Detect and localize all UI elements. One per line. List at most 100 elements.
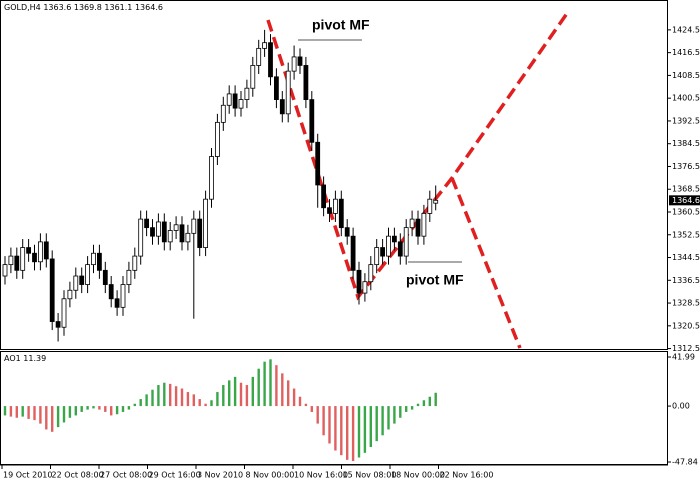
candle-body bbox=[368, 264, 374, 283]
ao-bar bbox=[163, 382, 166, 407]
y-tick-label: 1328.5 bbox=[672, 299, 700, 308]
trend-lines bbox=[266, 10, 570, 349]
candle-body bbox=[315, 141, 321, 186]
candle-body bbox=[191, 218, 197, 234]
candle-body bbox=[20, 247, 26, 271]
candle-body bbox=[344, 227, 350, 237]
ao-bar bbox=[216, 392, 219, 407]
ao-bar bbox=[115, 406, 119, 415]
last-high: 1369.8 bbox=[74, 3, 102, 12]
ao-bar bbox=[251, 376, 254, 407]
candle-body bbox=[126, 269, 132, 285]
x-tick-label: 22 Oct 08:00 bbox=[52, 471, 104, 480]
last-open: 1363.6 bbox=[43, 3, 71, 12]
x-tick-label: 10 Nov 16:00 bbox=[294, 471, 348, 480]
ao-bar bbox=[369, 406, 372, 447]
candle-body bbox=[232, 93, 238, 109]
ao-bar bbox=[357, 406, 361, 458]
candle-body bbox=[49, 258, 55, 322]
ao-bar bbox=[239, 382, 243, 407]
candle-body bbox=[91, 252, 96, 266]
candle-body bbox=[291, 56, 297, 72]
ao-bar bbox=[151, 389, 154, 407]
candle-body bbox=[26, 247, 32, 254]
candle-body bbox=[433, 199, 439, 204]
last-low: 1361.1 bbox=[104, 3, 132, 12]
y-tick-label: 1368.5 bbox=[672, 185, 700, 194]
candle-body bbox=[73, 275, 79, 291]
header: GOLD,H4 1363.6 1369.8 1361.1 1364.6 bbox=[4, 3, 163, 12]
candle-body bbox=[403, 227, 409, 257]
ao-bar bbox=[245, 385, 249, 407]
ao-bar bbox=[334, 406, 337, 451]
candle-body bbox=[114, 298, 120, 308]
candle-body bbox=[132, 255, 138, 271]
price-box bbox=[669, 195, 700, 206]
candle-body bbox=[421, 213, 427, 237]
current-price: 1364.6 bbox=[672, 196, 700, 205]
y-tick-label: 1312.5 bbox=[672, 344, 700, 353]
last-close: 1364.6 bbox=[135, 3, 163, 12]
ao-bar bbox=[233, 376, 237, 407]
candle-body bbox=[327, 207, 332, 214]
symbol: GOLD,H4 bbox=[4, 3, 41, 12]
candle-body bbox=[380, 247, 386, 257]
ao-bar bbox=[139, 399, 142, 407]
ao-bar bbox=[434, 392, 437, 407]
trend-line bbox=[266, 10, 570, 301]
ao-bar bbox=[351, 406, 355, 462]
candle-body bbox=[67, 289, 73, 300]
ao-bar bbox=[287, 380, 290, 407]
ao-bar bbox=[198, 399, 201, 407]
ao-bar bbox=[127, 406, 131, 410]
y-tick-label: 0.00 bbox=[672, 402, 690, 411]
ao-bar bbox=[174, 386, 178, 407]
y-tick-label: 1352.5 bbox=[672, 230, 700, 239]
y-tick-label: 1416.5 bbox=[672, 48, 700, 57]
x-tick-label: 29 Oct 16:00 bbox=[149, 471, 201, 480]
ao-bar bbox=[204, 403, 207, 407]
candle-body bbox=[332, 198, 338, 214]
candle-body bbox=[409, 218, 415, 229]
ao-bar bbox=[169, 383, 172, 407]
candle-body bbox=[415, 218, 421, 237]
annotation: pivot MF bbox=[312, 17, 370, 33]
candle-body bbox=[427, 198, 433, 214]
ao-bar bbox=[110, 406, 113, 416]
ao-bar bbox=[292, 388, 296, 407]
ao-bar bbox=[416, 403, 420, 407]
trend-line bbox=[450, 177, 522, 349]
ao-bar bbox=[3, 406, 7, 416]
y-tick-label: 1384.5 bbox=[672, 139, 700, 148]
ao-bar bbox=[304, 403, 308, 407]
candle-body bbox=[374, 247, 380, 266]
candle-body bbox=[356, 269, 362, 294]
ao-bar bbox=[210, 400, 213, 407]
x-tick-label: 18 Nov 00:00 bbox=[391, 471, 445, 480]
ao-bar bbox=[257, 368, 260, 407]
y-tick-label: 1376.5 bbox=[672, 162, 700, 171]
ao-bar bbox=[98, 406, 101, 410]
candle-body bbox=[61, 298, 67, 328]
ao-header: AO1 11.39 bbox=[4, 354, 46, 363]
x-tick-label: 22 Nov 16:00 bbox=[440, 471, 494, 480]
ao-bar bbox=[51, 406, 54, 432]
ao-bar bbox=[328, 406, 331, 444]
annotation: pivot MF bbox=[406, 272, 464, 288]
ao-bar bbox=[275, 365, 278, 407]
y-tick-label: -47.84 bbox=[672, 458, 698, 467]
x-tick-label: 19 Oct 2010 bbox=[3, 471, 52, 480]
candle-body bbox=[79, 275, 85, 285]
ao-bar bbox=[269, 359, 272, 407]
y-tick-label: 1336.5 bbox=[672, 276, 700, 285]
ao-bar bbox=[121, 406, 125, 412]
ao-bar bbox=[62, 406, 66, 423]
candle-body bbox=[197, 218, 203, 248]
candle-body bbox=[268, 42, 273, 78]
candle-body bbox=[161, 221, 167, 243]
ao-bar bbox=[39, 406, 42, 424]
candle-body bbox=[386, 235, 391, 257]
candle-body bbox=[209, 156, 214, 200]
ao-bar bbox=[387, 406, 390, 430]
